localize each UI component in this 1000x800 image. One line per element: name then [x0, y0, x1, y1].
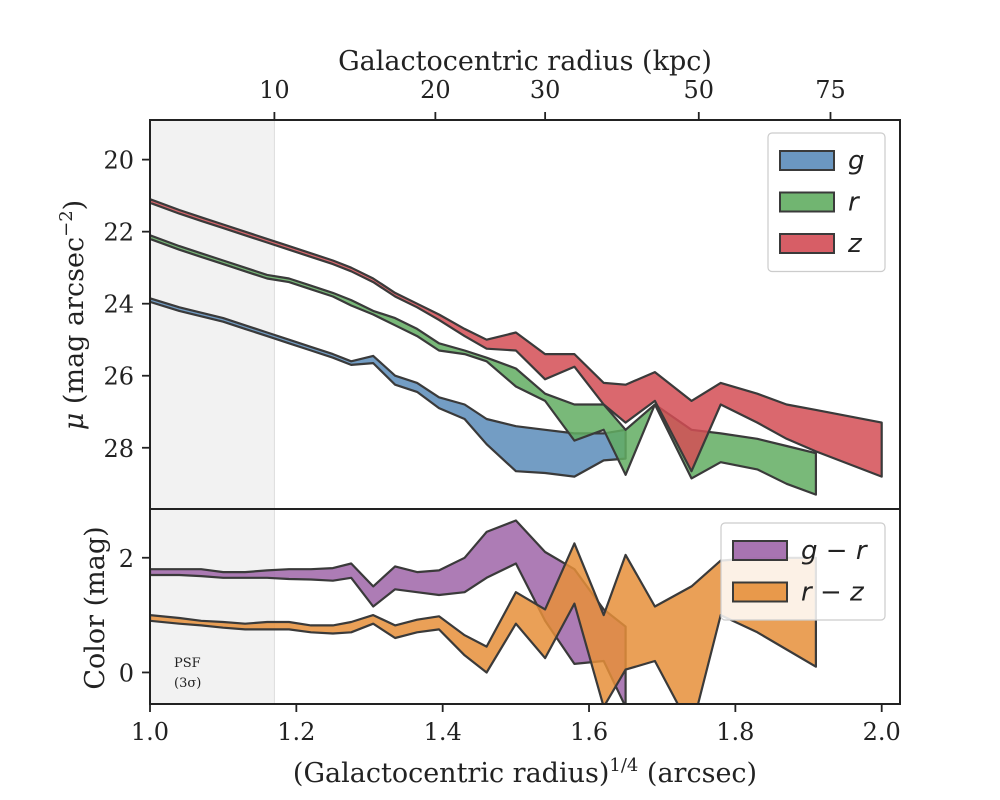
y-label-mu: μ — [59, 413, 90, 431]
legend-swatch-z — [779, 233, 835, 254]
x-label-main: (Galactocentric radius) — [293, 758, 609, 789]
bottom-y-axis-label: Color (mag) — [80, 526, 111, 689]
legend-label-z: z — [847, 229, 863, 259]
x-tick-label: 1.2 — [277, 718, 315, 746]
x-tick-label: 2.0 — [863, 718, 901, 746]
psf-region-bottom — [150, 509, 275, 704]
sb-bands — [150, 198, 883, 496]
band-g-r — [150, 519, 627, 704]
x-tick-label: 1.0 — [131, 718, 169, 746]
legend-label-g: g — [848, 146, 865, 176]
legends: grz g − r r − z — [720, 132, 886, 621]
band-r — [150, 234, 817, 496]
color-y-tick-label: 0 — [119, 659, 134, 687]
psf-sigma-label: (3σ) — [174, 676, 201, 691]
y-tick-label: 24 — [103, 291, 134, 319]
y-tick-label: 26 — [103, 363, 134, 391]
legend-surface-brightness: grz — [767, 132, 886, 273]
x-label-unit: (arcsec) — [638, 758, 757, 789]
legend-color: g − r r − z — [720, 522, 886, 621]
top-x-tick-label: 50 — [684, 76, 715, 104]
color-y-tick-label: 2 — [119, 545, 134, 573]
y-tick-label: 28 — [103, 435, 134, 463]
y-label-close: ) — [59, 200, 90, 211]
legend-label-g-r: g − r — [801, 536, 869, 566]
legend-label-r-z: r − z — [801, 578, 865, 608]
bottom-x-axis-label: (Galactocentric radius)1/4 (arcsec) — [293, 755, 757, 789]
y-tick-label: 20 — [103, 147, 134, 175]
top-x-tick-label: 30 — [530, 76, 561, 104]
y-label-exponent: −2 — [56, 210, 77, 237]
legend-swatch-r — [779, 191, 835, 213]
x-label-exponent: 1/4 — [609, 755, 638, 776]
x-tick-label: 1.6 — [570, 718, 608, 746]
top-x-tick-label: 20 — [420, 76, 451, 104]
legend-label-r: r — [848, 188, 861, 218]
y-label-unit: (mag arcsec — [59, 237, 90, 404]
x-tick-label: 1.8 — [716, 718, 754, 746]
legend-swatch-r-z — [732, 581, 788, 603]
top-y-axis-label: μ (mag arcsec−2) — [56, 200, 90, 430]
y-tick-label: 22 — [103, 219, 134, 247]
psf-label: PSF — [174, 656, 201, 671]
legend-swatch-g — [779, 150, 835, 171]
band-z — [150, 198, 883, 478]
x-tick-label: 1.4 — [424, 718, 462, 746]
bottom-panel-frame — [149, 508, 901, 705]
top-x-axis-label: Galactocentric radius (kpc) — [338, 46, 712, 77]
top-x-tick-label: 10 — [259, 76, 290, 104]
axis-ticks: 1.0 1.2 1.4 1.6 1.8 2.0 10 20 30 50 75 20 22 24 26 28 0 2 — [103, 76, 900, 746]
legend-swatch-g-r — [732, 540, 788, 561]
top-x-tick-label: 75 — [815, 76, 846, 104]
